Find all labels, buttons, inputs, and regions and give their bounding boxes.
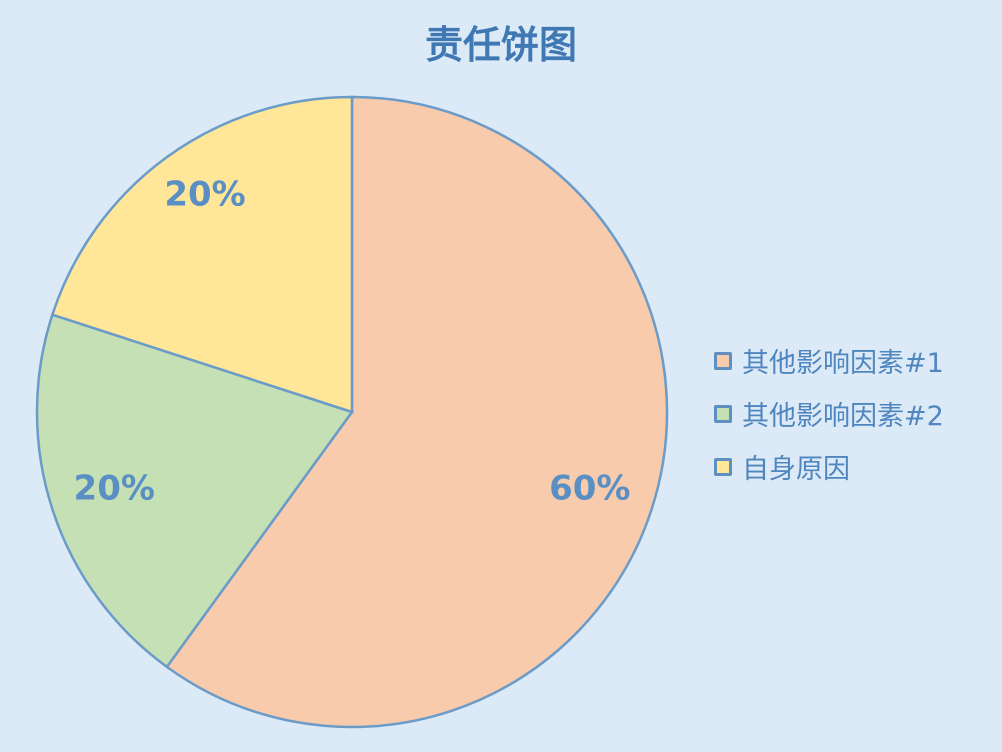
pie-slice xyxy=(35,313,355,669)
legend: 其他影响因素#1 其他影响因素#2 自身原因 xyxy=(714,334,944,493)
legend-swatch xyxy=(714,457,732,476)
legend-item: 其他影响因素#2 xyxy=(714,387,944,440)
legend-swatch xyxy=(714,404,732,423)
pie-slice xyxy=(165,95,669,729)
legend-label: 其他影响因素#2 xyxy=(742,401,944,432)
slice-data-label: 60% xyxy=(549,468,630,508)
legend-item: 自身原因 xyxy=(714,440,944,493)
slice-data-label: 20% xyxy=(74,468,155,508)
slice-data-label: 20% xyxy=(164,175,245,215)
pie-slice xyxy=(50,95,354,414)
legend-label: 自身原因 xyxy=(742,454,850,485)
legend-item: 其他影响因素#1 xyxy=(714,334,944,387)
legend-label: 其他影响因素#1 xyxy=(742,348,944,379)
legend-swatch xyxy=(714,351,732,370)
chart-title: 责任饼图 xyxy=(424,23,577,67)
